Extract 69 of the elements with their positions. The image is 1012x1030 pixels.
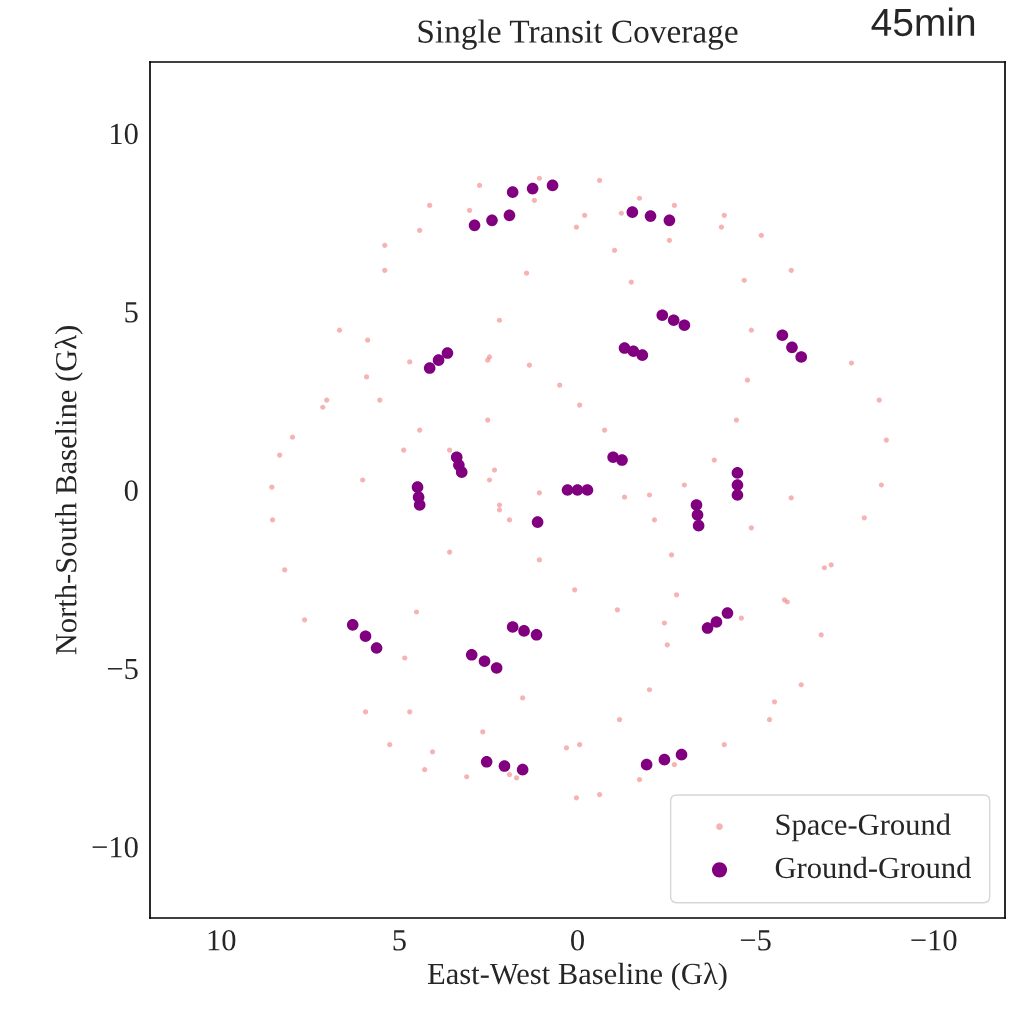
- point: [526, 182, 539, 195]
- x-tick-label: 0: [571, 929, 584, 951]
- point: [478, 655, 491, 668]
- point: [581, 484, 594, 496]
- point: [465, 648, 478, 661]
- point: [627, 345, 640, 358]
- x-tick-label: 10: [208, 929, 236, 951]
- point: [518, 625, 530, 637]
- y-tick-label: 5: [125, 302, 138, 323]
- point: [432, 354, 445, 366]
- point: [721, 607, 734, 619]
- text: 45min: [871, 7, 975, 37]
- point: [618, 342, 631, 354]
- y-tick-label: 0: [124, 480, 138, 501]
- point: [690, 499, 703, 511]
- legend-label: Ground-Ground: [775, 856, 972, 879]
- y-tick-label: −5: [107, 658, 138, 680]
- point: [776, 329, 789, 342]
- x-tick-label: −5: [740, 930, 771, 951]
- x-axis-title: East-West Baseline (Gλ): [427, 962, 727, 991]
- point: [616, 454, 628, 466]
- point: [411, 481, 424, 493]
- point: [626, 206, 639, 218]
- point: [710, 616, 723, 628]
- point: [663, 214, 676, 227]
- point: [571, 484, 584, 496]
- point: [455, 466, 468, 478]
- point: [516, 763, 529, 776]
- point: [644, 210, 657, 222]
- point: [486, 214, 498, 227]
- point: [503, 209, 516, 222]
- point: [701, 622, 714, 634]
- y-tick-label: 10: [111, 123, 138, 145]
- point: [370, 642, 383, 654]
- point: [678, 319, 691, 332]
- point: [468, 219, 481, 232]
- point: [506, 621, 519, 633]
- point: [731, 467, 744, 479]
- point: [636, 349, 649, 361]
- point: [675, 748, 688, 761]
- point: [413, 499, 426, 511]
- point: [441, 347, 454, 359]
- point: [656, 309, 669, 322]
- point: [692, 519, 705, 532]
- x-tick-label: −10: [911, 929, 957, 951]
- point: [506, 186, 519, 198]
- point: [795, 351, 808, 363]
- point: [691, 509, 704, 521]
- point: [480, 755, 493, 768]
- point: [530, 629, 543, 641]
- chart-title: Single Transit Coverage: [418, 19, 738, 50]
- point: [731, 489, 744, 501]
- point: [423, 362, 436, 374]
- point: [359, 630, 372, 643]
- point: [667, 314, 680, 327]
- point: [786, 341, 798, 354]
- point: [640, 758, 653, 771]
- point: [490, 662, 503, 674]
- point: [561, 484, 574, 496]
- legend-label: Space-Ground: [776, 813, 951, 842]
- y-axis-title: North-South Baseline (Gλ): [54, 326, 83, 655]
- point: [498, 760, 511, 772]
- point: [346, 619, 359, 631]
- point: [546, 179, 559, 192]
- point: [731, 479, 744, 491]
- point: [658, 753, 671, 766]
- y-tick-label: −10: [92, 836, 138, 858]
- point: [531, 516, 544, 528]
- x-tick-label: 5: [393, 930, 406, 951]
